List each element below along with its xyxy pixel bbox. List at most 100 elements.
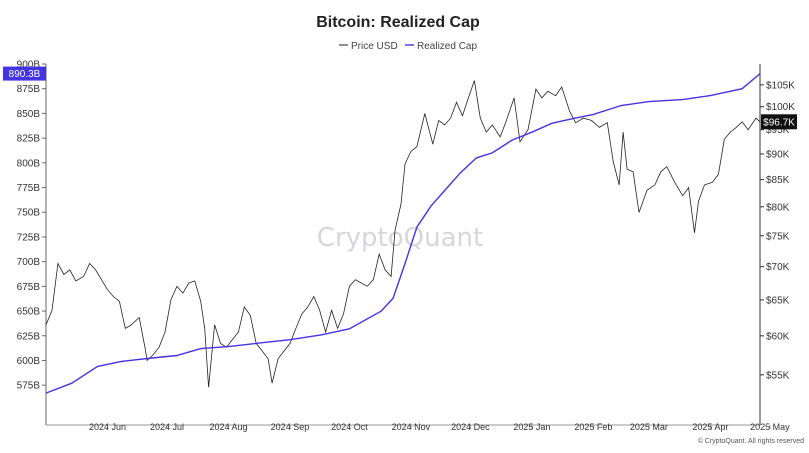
realized-cap-point [511,139,512,140]
price-point [244,306,245,307]
price-point [632,171,633,172]
price-point [125,328,126,329]
x-axis: 2024 Jun 2024 Jul 2024 Aug 2024 Sep 2024 Oct… [89,422,790,432]
price-point [307,306,308,307]
price-point [748,129,749,130]
x-tick-label: 2024 Nov [392,422,431,432]
realized-cap-series-line [45,73,761,394]
realized-cap-point [147,358,148,359]
legend[interactable]: Price USD Realized Cap [339,41,477,52]
realized-cap-point [573,118,574,119]
legend-realized-label[interactable]: Realized Cap [417,41,477,52]
price-point [145,348,146,349]
left-tick-label: 725B [17,232,41,243]
x-tick-label: 2024 Jul [150,422,184,432]
price-point [506,121,507,122]
price-point [623,132,624,133]
price-point [410,151,411,152]
realized-cap-point [531,132,532,133]
price-point [424,113,425,114]
watermark: CryptoQuant [317,223,483,253]
price-point [277,358,278,359]
price-point [295,328,296,329]
price-point [367,286,368,287]
realized-cap-point [648,101,649,102]
price-point [355,279,356,280]
realized-cap-point [621,105,622,106]
realized-cap-point [416,226,417,227]
x-tick-label: 2025 Apr [692,422,728,432]
right-tick-label: $95K [766,125,790,136]
price-point [400,203,401,204]
price-badge-label: $96.7K [763,117,795,128]
left-tick-label: 600B [17,356,41,367]
x-tick-label: 2024 Oct [331,422,368,432]
price-point [646,190,647,191]
price-point [95,269,96,270]
price-point [325,332,326,333]
price-point [519,141,520,142]
price-point [361,282,362,283]
right-tick-label: $65K [766,295,790,306]
price-point [268,358,269,359]
realized-cap-point [404,263,405,264]
price-point [301,313,302,314]
price-point [541,97,542,98]
price-point [444,124,445,125]
price-point [194,280,195,281]
realized-cap-point [392,298,393,299]
legend-price-label[interactable]: Price USD [351,41,398,52]
realized-cap-point [349,328,350,329]
price-point [385,269,386,270]
price-point [188,282,189,283]
price-point [262,350,263,351]
price-point [176,286,177,287]
price-point [107,289,108,290]
price-point [57,263,58,264]
price-point [682,195,683,196]
left-tick-label: 875B [17,84,41,95]
price-point [153,354,154,355]
price-point [69,269,70,270]
price-point [730,132,731,133]
price-point [535,89,536,90]
realized-cap-point [476,157,477,158]
price-point [256,343,257,344]
price-point [391,276,392,277]
copyright-credit: © CryptoQuant. All rights reserved [698,437,804,445]
price-point [83,276,84,277]
price-point [416,146,417,147]
price-point [208,387,209,388]
x-tick-label: 2025 Mar [630,422,668,432]
x-tick-label: 2024 Sep [271,422,310,432]
price-point [343,313,344,314]
price-point [583,117,584,118]
price-point [139,317,140,318]
price-point [500,136,501,137]
right-tick-label: $90K [766,149,790,160]
price-point [164,332,165,333]
right-tick-label: $55K [766,370,790,381]
realized-cap-point [45,392,46,393]
price-point [337,328,338,329]
realized-cap-point [228,346,229,347]
chart-title: Bitcoin: Realized Cap [316,14,480,31]
realized-cap-point [682,99,683,100]
left-tick-label: 800B [17,158,41,169]
x-tick-label: 2025 May [750,422,790,432]
price-point [349,286,350,287]
left-tick-label: 825B [17,134,41,145]
realized-cap-point [551,123,552,124]
price-point [170,299,171,300]
price-point [394,229,395,230]
left-tick-label: 700B [17,257,41,268]
price-point [51,310,52,311]
price-point [724,139,725,140]
price-point [272,382,273,383]
price-point [214,324,215,325]
right-tick-label: $80K [766,202,790,213]
x-tick-label: 2024 Jun [89,422,126,432]
price-point [474,80,475,81]
left-tick-label: 850B [17,109,41,120]
price-point [712,182,713,183]
